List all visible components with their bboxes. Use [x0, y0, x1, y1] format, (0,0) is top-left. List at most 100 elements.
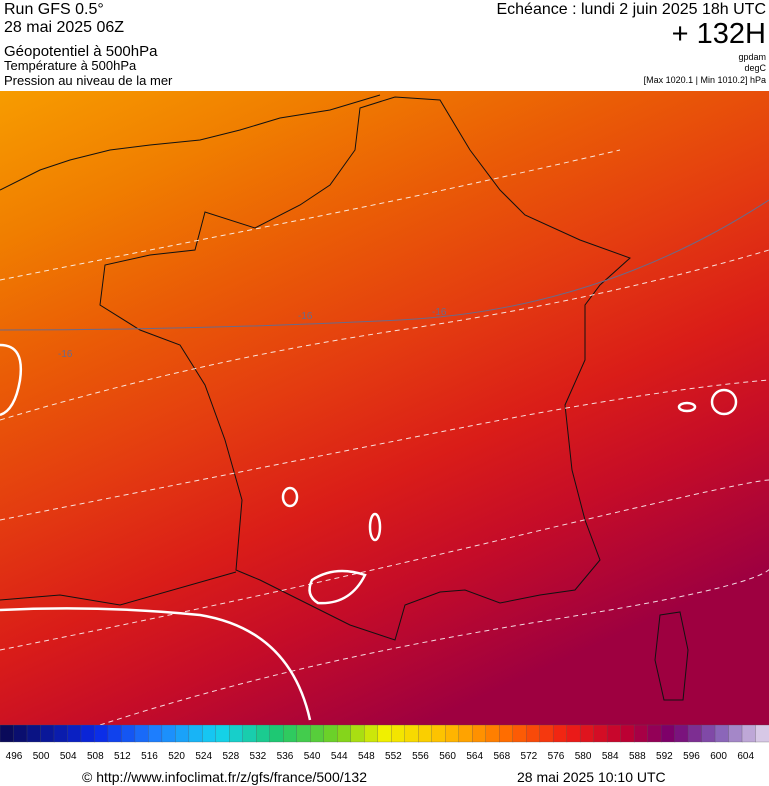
color-swatch — [701, 724, 716, 743]
scale-label: 524 — [195, 751, 212, 762]
color-swatch — [323, 724, 338, 743]
color-swatch — [445, 724, 460, 743]
color-swatch — [633, 724, 649, 743]
color-swatch — [485, 724, 500, 743]
timestamp: 28 mai 2025 10:10 UTC — [517, 769, 666, 785]
color-swatch — [377, 724, 392, 743]
scale-label: 604 — [737, 751, 754, 762]
scale-label: 504 — [60, 751, 77, 762]
scale-label: 600 — [710, 751, 727, 762]
scale-label: 536 — [277, 751, 294, 762]
lead-time: + 132H — [672, 18, 766, 50]
color-swatch — [526, 724, 541, 743]
color-swatch — [134, 724, 150, 743]
scale-label: 584 — [602, 751, 619, 762]
scale-label: 496 — [6, 751, 23, 762]
contour-label: -16 — [58, 349, 73, 360]
color-swatch — [755, 724, 769, 743]
color-swatch — [741, 724, 757, 743]
echeance: Echéance : lundi 2 juin 2025 18h UTC — [496, 1, 766, 18]
scale-label: 516 — [141, 751, 158, 762]
scale-label: 592 — [656, 751, 673, 762]
color-swatch — [391, 724, 406, 743]
color-swatch — [283, 724, 298, 743]
color-swatch — [94, 724, 109, 743]
unit-1: gpdam — [738, 52, 766, 62]
color-swatch — [606, 724, 622, 743]
scale-label: 540 — [304, 751, 321, 762]
scale-label: 596 — [683, 751, 700, 762]
color-swatch — [472, 724, 487, 743]
color-swatch — [296, 724, 311, 743]
color-swatch — [431, 724, 446, 743]
field-1: Géopotentiel à 500hPa — [4, 43, 158, 60]
color-swatch — [458, 724, 473, 743]
color-swatch — [242, 724, 257, 743]
color-swatch — [593, 724, 608, 743]
run-title: Run GFS 0.5° — [4, 1, 104, 18]
scale-label: 548 — [358, 751, 375, 762]
scale-label: 528 — [222, 751, 239, 762]
scale-label: 576 — [548, 751, 565, 762]
color-swatch — [148, 724, 163, 743]
isotherm — [0, 199, 769, 331]
color-swatch — [499, 724, 514, 743]
color-swatch — [202, 724, 217, 743]
color-swatch — [310, 724, 325, 743]
color-swatch — [512, 724, 527, 743]
color-swatch — [566, 724, 581, 743]
scale-label: 556 — [412, 751, 429, 762]
scale-label: 544 — [331, 751, 348, 762]
color-swatch — [364, 724, 379, 743]
color-swatch — [40, 724, 55, 743]
color-swatch — [539, 724, 554, 743]
color-swatch — [121, 724, 136, 743]
color-scale: 496 500 504 508 512 516 520 524 528 532 536 540 544 5… — [0, 724, 769, 762]
color-swatch — [107, 724, 123, 743]
scale-label: 572 — [521, 751, 538, 762]
pressure-range: [Max 1020.1 | Min 1010.2] hPa — [644, 75, 766, 85]
color-swatch — [714, 724, 730, 743]
scale-label: 564 — [466, 751, 483, 762]
contour-label: -16 — [432, 307, 447, 318]
color-swatch — [660, 724, 676, 743]
field-3: Pression au niveau de la mer — [4, 73, 173, 88]
color-swatch — [418, 724, 433, 743]
scale-label: 580 — [575, 751, 592, 762]
color-swatch — [188, 724, 204, 743]
color-swatch — [350, 724, 365, 743]
scale-label: 532 — [250, 751, 267, 762]
color-swatch — [552, 724, 568, 743]
run-date: 28 mai 2025 06Z — [4, 19, 124, 36]
color-swatch — [13, 724, 28, 743]
color-swatch — [215, 724, 231, 743]
color-swatch — [53, 724, 69, 743]
color-swatch — [161, 724, 177, 743]
field-2: Température à 500hPa — [4, 58, 137, 73]
color-swatch — [26, 724, 42, 743]
color-swatch — [579, 724, 595, 743]
color-swatch — [728, 724, 743, 743]
scale-label: 508 — [87, 751, 104, 762]
color-swatch — [67, 724, 82, 743]
scale-label: 560 — [439, 751, 456, 762]
color-swatch — [269, 724, 284, 743]
coastlines — [0, 94, 689, 701]
color-swatch — [80, 724, 96, 743]
source-url: © http://www.infoclimat.fr/z/gfs/france/… — [82, 769, 367, 785]
color-swatch — [175, 724, 190, 743]
color-swatch — [674, 724, 689, 743]
color-swatch — [229, 724, 244, 743]
color-swatch — [256, 724, 271, 743]
color-swatch — [620, 724, 635, 743]
color-swatch — [404, 724, 419, 743]
color-swatch — [647, 724, 662, 743]
scale-label: 520 — [168, 751, 185, 762]
isobars — [0, 149, 769, 726]
scale-label: 568 — [493, 751, 510, 762]
scale-label: 552 — [385, 751, 402, 762]
scale-label: 512 — [114, 751, 131, 762]
contour-label: -16 — [298, 311, 313, 322]
